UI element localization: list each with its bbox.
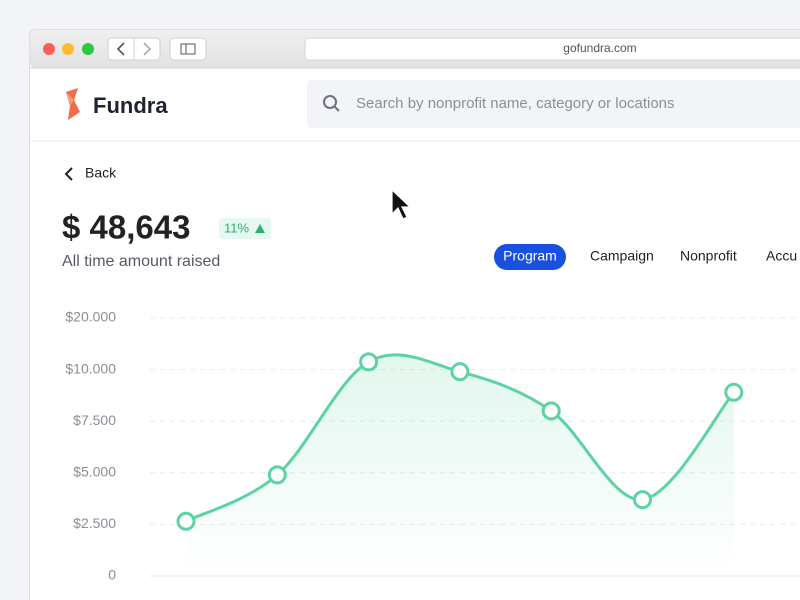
y-tick-label: $20.000 [65,309,116,325]
point [724,382,744,402]
y-tick-label: $7.500 [73,412,116,428]
search-box[interactable] [307,80,800,128]
back-link[interactable]: Back [85,165,117,181]
point [541,401,561,421]
zoom-button[interactable] [82,43,94,55]
sidebar-icon [180,43,196,55]
area [186,354,734,576]
y-tick-label: $10.000 [65,360,116,376]
tab[interactable]: Program [503,248,557,264]
forward-arrow [143,42,152,56]
tab[interactable]: Accu [766,248,797,264]
back-arrow [116,42,125,56]
point [359,352,379,372]
tab-active[interactable] [494,244,566,270]
y-tick-label: $2.500 [73,515,116,531]
point [633,490,652,510]
point [176,511,196,531]
search-placeholder: Search by nonprofit name, category or lo… [356,95,675,112]
tab[interactable]: Nonprofit [680,248,737,264]
point [450,362,470,382]
search-icon-handle [333,105,340,112]
back-chevron [64,167,73,181]
up-triangle [255,224,265,233]
change-badge [219,218,271,239]
logo-facet [66,92,74,106]
sidebar-button[interactable] [169,37,207,61]
browser-window [30,30,800,600]
brand[interactable]: Fundra [93,93,168,118]
amount: $ 48,643 [62,209,190,246]
url: gofundra.com [563,41,636,55]
address-bar[interactable] [304,37,800,61]
close-button[interactable] [43,43,55,55]
chart: 0 $2.500 $5.000 $7.500 $10.000 $20.000 [65,309,800,583]
mouse-cursor [391,188,412,220]
change: 11% [224,220,249,235]
y-tick-label: $5.000 [73,464,116,480]
search-icon [323,95,337,109]
amount-caption: All time amount raised [62,253,220,270]
tab[interactable]: Campaign [590,248,654,264]
y-tick-label: 0 [108,567,116,583]
minimize-button[interactable] [62,43,74,55]
point [267,465,287,485]
